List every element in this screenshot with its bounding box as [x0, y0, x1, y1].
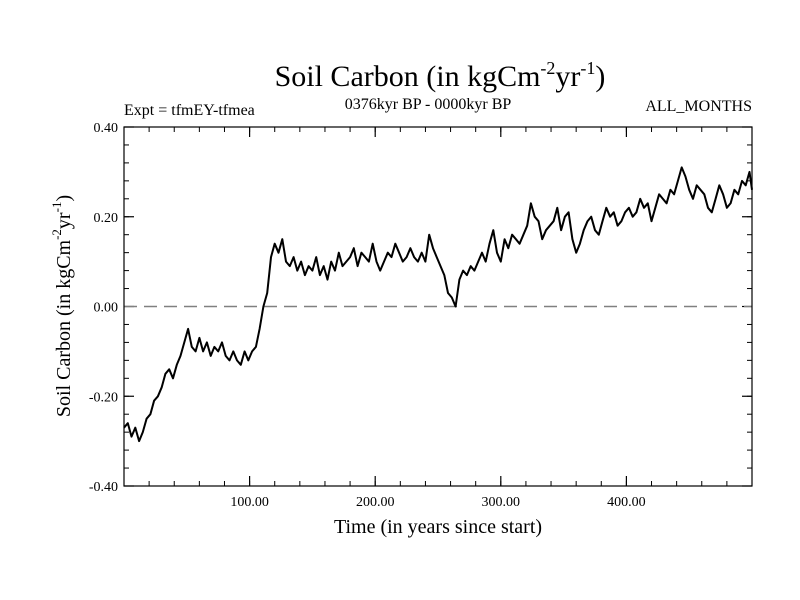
- y-tick-label: 0.20: [94, 211, 119, 226]
- x-tick-label: 300.00: [482, 495, 521, 510]
- chart-title-text: Soil Carbon (in kgCm: [275, 60, 541, 93]
- y-axis-label-sup2: -1: [49, 202, 64, 213]
- y-axis-label-sup1: -2: [49, 229, 64, 240]
- y-axis-label: Soil Carbon (in kgCm-2yr-1): [49, 195, 75, 417]
- y-axis-label-mid: yr: [53, 212, 75, 229]
- y-tick-label: 0.40: [94, 121, 119, 136]
- chart-title: Soil Carbon (in kgCm-2yr-1): [275, 58, 606, 93]
- y-axis-label-text: Soil Carbon (in kgCm: [53, 239, 75, 417]
- period-label: 0376kyr BP - 0000kyr BP: [345, 96, 512, 113]
- axis-ticks: [123, 126, 753, 487]
- x-tick-label: 200.00: [356, 495, 395, 510]
- chart-title-end: ): [595, 60, 605, 93]
- y-tick-label: -0.20: [89, 390, 118, 405]
- y-tick-label: -0.40: [89, 480, 118, 495]
- y-tick-label: 0.00: [94, 301, 119, 316]
- tick-labels: 100.00 200.00 300.00 400.00 -0.40 -0.20 0.00 0.…: [89, 121, 646, 510]
- series-line-soil-carbon: [123, 166, 753, 443]
- x-tick-label: 100.00: [230, 495, 269, 510]
- plot-frame: [123, 126, 753, 487]
- chart-title-sup2: -1: [580, 58, 595, 78]
- y-axis-label-end: ): [53, 195, 75, 202]
- x-axis-label: Time (in years since start): [334, 516, 542, 538]
- months-label: ALL_MONTHS: [645, 98, 752, 115]
- chart-title-mid: yr: [555, 60, 580, 93]
- chart-title-sup1: -2: [540, 58, 555, 78]
- expt-label: Expt = tfmEY-tfmea: [124, 102, 255, 119]
- x-tick-label: 400.00: [607, 495, 646, 510]
